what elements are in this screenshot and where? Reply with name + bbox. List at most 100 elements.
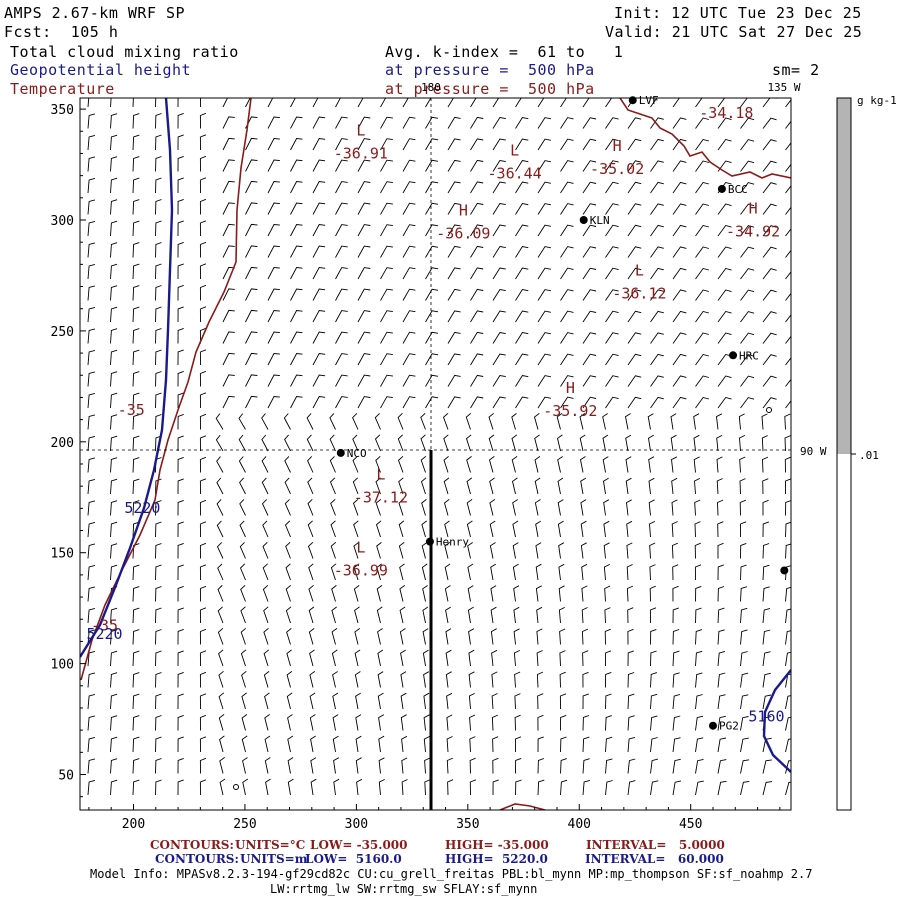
wind-barb: [308, 606, 315, 624]
wind-barb: [306, 413, 314, 430]
wind-barb: [670, 413, 677, 430]
wind-barb: [740, 332, 755, 344]
wind-barb: [582, 758, 590, 774]
wind-barb: [650, 693, 658, 710]
wind-barb: [605, 246, 619, 258]
wind-barb: [155, 177, 162, 194]
wind-barb: [245, 98, 251, 108]
station-label: LVF: [639, 94, 659, 107]
wind-barb: [785, 378, 791, 387]
wind-barb: [695, 396, 710, 409]
wind-barb: [402, 202, 416, 215]
wind-barb: [290, 267, 303, 280]
wind-barb: [492, 267, 506, 280]
wind-barb: [352, 413, 359, 430]
wind-barb: [87, 98, 90, 108]
wind-barb: [695, 375, 710, 387]
wind-barb: [762, 651, 771, 667]
wind-barb: [672, 181, 687, 194]
wind-barb: [238, 434, 246, 452]
wind-barb: [402, 288, 416, 301]
wind-barb: [352, 477, 359, 495]
wind-barb: [110, 371, 118, 387]
wind-barb: [447, 202, 461, 215]
wind-barb: [284, 520, 291, 538]
wind-barb: [536, 671, 544, 688]
wind-barb: [110, 134, 118, 151]
wind-barb: [402, 181, 416, 194]
wind-barb: [605, 98, 619, 108]
wind-barb: [375, 455, 381, 473]
wind-barb: [155, 564, 162, 581]
wind-barb: [446, 714, 453, 731]
wind-barb: [560, 138, 574, 151]
wind-barb: [132, 134, 140, 151]
wind-barb: [533, 413, 540, 430]
wind-barb: [402, 138, 416, 151]
plot-frame: [79, 97, 792, 811]
wind-barb: [199, 263, 207, 280]
wind-barb: [695, 650, 703, 667]
pressure-level-2: at pressure = 500 hPa: [385, 80, 595, 98]
temp-contour-interval: INTERVAL= 5.0000: [586, 838, 725, 852]
wind-barb: [284, 434, 291, 452]
wind-barb: [155, 328, 162, 344]
wind-barb: [177, 650, 184, 667]
wind-barb: [287, 735, 294, 753]
wind-barb: [672, 629, 680, 645]
wind-barb: [717, 246, 732, 258]
wind-barb: [650, 138, 664, 151]
wind-barb: [470, 353, 484, 366]
wind-barb: [87, 500, 96, 516]
wind-barb: [627, 736, 636, 753]
wind-barb: [87, 693, 96, 710]
wind-barb: [132, 543, 140, 559]
wind-barb: [222, 309, 235, 323]
wind-barb: [335, 181, 348, 194]
wind-barb: [627, 224, 642, 237]
wind-barb: [537, 714, 544, 731]
wind-barb: [376, 606, 383, 624]
wind-barb: [377, 692, 384, 710]
wind-barb: [241, 735, 248, 753]
wind-barb: [492, 98, 500, 108]
wind-barb: [445, 649, 452, 667]
wind-barb: [177, 220, 184, 237]
wind-barb: [446, 736, 453, 753]
wind-barb: [717, 117, 732, 129]
wind-barb: [332, 671, 338, 688]
wind-barb: [110, 242, 118, 258]
wind-barb: [286, 671, 293, 688]
wind-barb: [605, 160, 619, 172]
wind-barb: [309, 671, 316, 688]
wind-barb: [467, 563, 474, 581]
wind-barb: [357, 116, 371, 129]
height-contour-interval: INTERVAL= 60.000: [585, 852, 724, 866]
wind-barb: [87, 457, 96, 473]
wind-barb: [425, 288, 439, 301]
wind-barb: [582, 117, 597, 129]
wind-barb: [355, 757, 362, 774]
height-contour-label: CONTOURS:: [155, 852, 239, 866]
wind-barb: [199, 284, 207, 301]
wind-barb: [785, 400, 791, 409]
wind-barb: [177, 542, 184, 559]
wind-barb: [650, 203, 664, 215]
wind-barb: [199, 650, 207, 667]
wind-barb: [312, 202, 326, 215]
wind-barb: [489, 520, 496, 538]
wind-barb: [238, 413, 246, 430]
colorbar-label: .01: [859, 449, 879, 462]
wind-barb: [378, 714, 385, 731]
wind-barb: [491, 671, 498, 688]
wind-barb: [378, 778, 385, 796]
wind-barb: [514, 671, 521, 688]
x-tick-label: 400: [568, 817, 591, 832]
wind-barb: [560, 289, 574, 301]
wind-barb: [762, 694, 772, 710]
wind-barb: [650, 780, 659, 796]
wind-barb: [672, 224, 687, 237]
wind-barb: [515, 779, 522, 796]
wind-barb: [132, 693, 140, 710]
wind-barb: [785, 565, 791, 581]
